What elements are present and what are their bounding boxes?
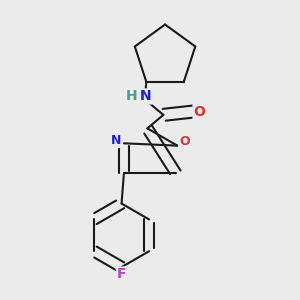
Text: N: N bbox=[111, 134, 122, 147]
Text: F: F bbox=[117, 268, 126, 281]
Text: O: O bbox=[179, 135, 190, 148]
Text: O: O bbox=[194, 104, 206, 118]
Text: H: H bbox=[126, 89, 137, 103]
Text: N: N bbox=[140, 89, 152, 103]
